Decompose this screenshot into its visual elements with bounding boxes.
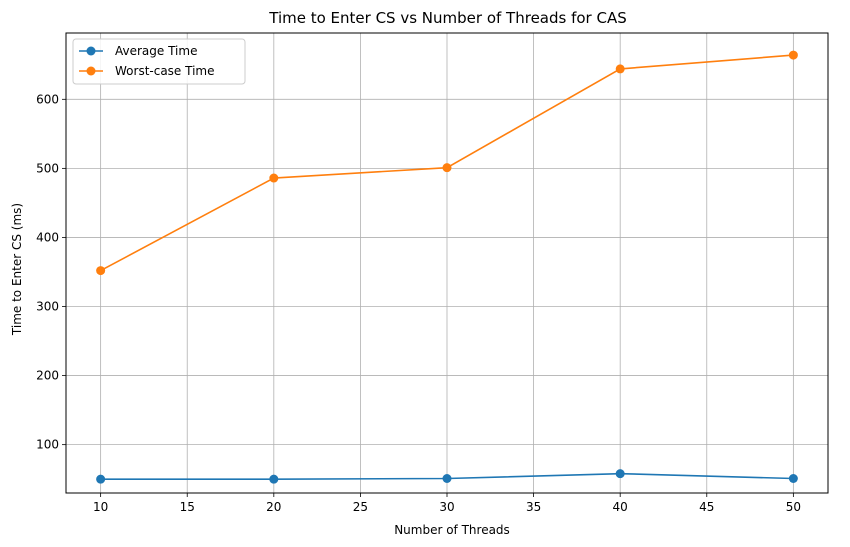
x-axis-ticks: 10 15 20 25 30 35 40 45 50 <box>93 493 801 514</box>
x-tick-label: 25 <box>353 500 368 514</box>
grid <box>66 33 828 493</box>
legend-label: Average Time <box>115 44 197 58</box>
y-tick-label: 300 <box>36 300 59 314</box>
series-1-point <box>442 473 452 483</box>
y-tick-label: 400 <box>36 230 59 244</box>
series-2-point <box>788 50 798 60</box>
y-axis-label: Time to Enter CS (ms) <box>10 203 24 336</box>
series-1-point <box>615 469 625 479</box>
series-2-point <box>615 64 625 74</box>
y-tick-label: 100 <box>36 438 59 452</box>
x-tick-label: 30 <box>439 500 454 514</box>
y-tick-label: 600 <box>36 92 59 106</box>
series-2-point <box>269 173 279 183</box>
x-tick-label: 10 <box>93 500 108 514</box>
legend-label: Worst-case Time <box>115 64 215 78</box>
y-tick-label: 500 <box>36 161 59 175</box>
x-tick-label: 45 <box>699 500 714 514</box>
legend-marker <box>86 46 96 56</box>
legend-box <box>72 38 246 85</box>
y-axis-ticks: 100 200 300 400 500 600 <box>36 92 66 452</box>
x-tick-label: 50 <box>786 500 801 514</box>
x-tick-label: 40 <box>613 500 628 514</box>
series-1-point <box>96 474 106 484</box>
y-tick-label: 200 <box>36 369 59 383</box>
x-tick-label: 20 <box>266 500 281 514</box>
x-axis-label: Number of Threads <box>394 523 510 537</box>
series-2-point <box>442 163 452 173</box>
series-2-point <box>96 266 106 276</box>
series-layer <box>96 50 798 484</box>
legend-marker <box>86 66 96 76</box>
x-tick-label: 15 <box>180 500 195 514</box>
chart-title: Time to Enter CS vs Number of Threads fo… <box>268 9 627 27</box>
series-1-point <box>269 474 279 484</box>
legend: Average Time Worst-case Time <box>72 38 246 85</box>
series-1-point <box>788 473 798 483</box>
x-tick-label: 35 <box>526 500 541 514</box>
